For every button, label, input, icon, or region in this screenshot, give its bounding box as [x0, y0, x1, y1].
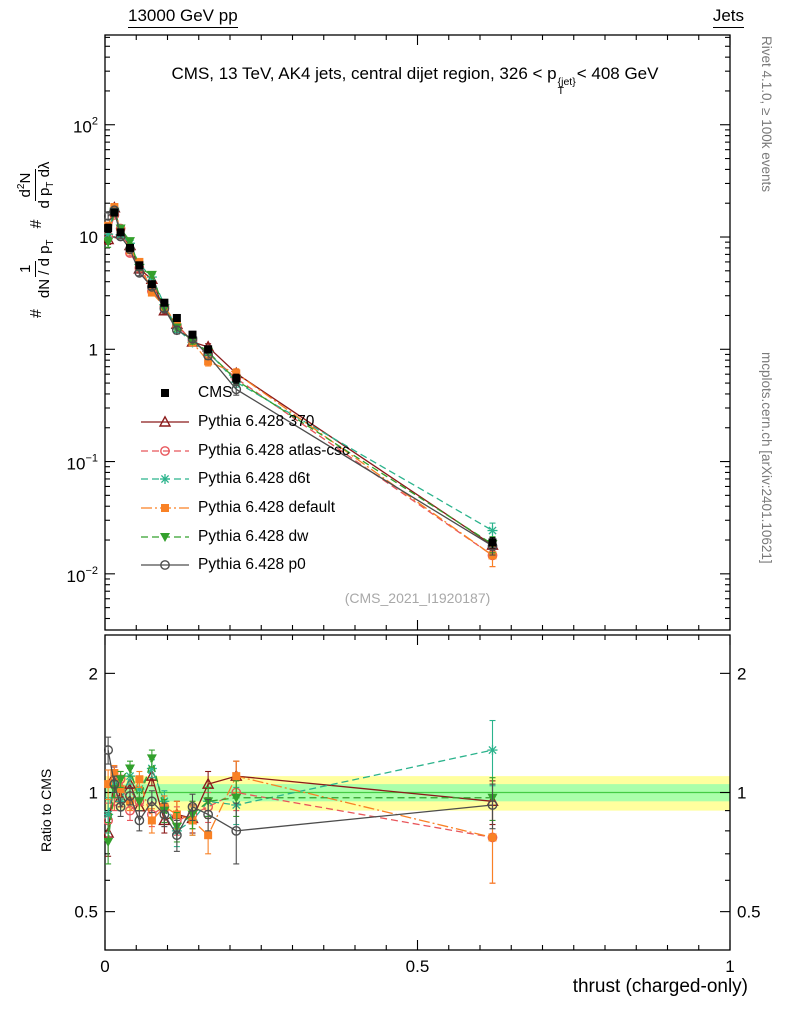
- main-y-axis-label: # 1 dN / d pT # d2N d pT dλ: [16, 158, 57, 318]
- ratio-y-axis-label: Ratio to CMS: [38, 768, 54, 852]
- svg-text:1: 1: [737, 784, 746, 803]
- legend-marker-pythia-370: [141, 415, 189, 427]
- legend-label-pythia-dw: Pythia 6.428 dw: [198, 527, 309, 545]
- rivet-version-label: Rivet 4.1.0, ≥ 100k events: [759, 36, 774, 192]
- svg-text:102: 102: [73, 116, 98, 137]
- legend-item-pythia-dw: Pythia 6.428 dw: [138, 522, 350, 551]
- legend-item-cms: CMS: [138, 379, 350, 408]
- svg-text:0.5: 0.5: [737, 903, 761, 922]
- svg-text:2: 2: [89, 664, 98, 683]
- plot-title: CMS, 13 TeV, AK4 jets, central dijet reg…: [171, 64, 659, 97]
- svg-text:10−2: 10−2: [67, 565, 98, 586]
- svg-text:1: 1: [725, 957, 734, 976]
- svg-text:2: 2: [737, 664, 746, 683]
- legend-marker-pythia-d6t: [141, 474, 189, 485]
- header-beam-label: 13000 GeV pp: [128, 6, 238, 28]
- legend: CMS Pythia 6.428 370 Pythia 6.428 atlas-…: [138, 379, 350, 580]
- legend-marker-pythia-atlas-csc: [141, 445, 189, 456]
- analysis-id-watermark: (CMS_2021_I1920187): [344, 590, 491, 606]
- ylabel-frac-2: d2N d pT dλ: [16, 161, 56, 209]
- svg-text:1: 1: [89, 784, 98, 803]
- svg-text:10: 10: [79, 228, 98, 247]
- legend-label-pythia-atlas-csc: Pythia 6.428 atlas-csc: [198, 441, 350, 459]
- legend-label-pythia-default: Pythia 6.428 default: [198, 499, 336, 517]
- svg-text:0.5: 0.5: [74, 903, 98, 922]
- svg-text:0: 0: [100, 957, 109, 976]
- x-axis-label: thrust (charged-only): [572, 976, 748, 997]
- legend-item-pythia-p0: Pythia 6.428 p0: [138, 551, 350, 580]
- pt-sup-sub: {jet} T: [557, 76, 576, 97]
- legend-marker-cms: [161, 389, 169, 398]
- legend-item-pythia-370: Pythia 6.428 370: [138, 408, 350, 437]
- header-process-label: Jets: [712, 6, 744, 28]
- legend-label-pythia-d6t: Pythia 6.428 d6t: [198, 470, 311, 488]
- plot-title-text: CMS, 13 TeV, AK4 jets, central dijet reg…: [171, 64, 557, 83]
- legend-item-pythia-default: Pythia 6.428 default: [138, 494, 350, 523]
- legend-item-pythia-d6t: Pythia 6.428 d6t: [138, 465, 350, 494]
- ylabel-frac-1: 1 dN / d pT: [16, 239, 56, 299]
- legend-marker-pythia-default: [141, 504, 189, 513]
- legend-label-pythia-370: Pythia 6.428 370: [198, 413, 315, 431]
- legend-label-pythia-p0: Pythia 6.428 p0: [198, 556, 306, 574]
- svg-text:0.5: 0.5: [406, 957, 430, 976]
- svg-text:10−1: 10−1: [67, 453, 98, 474]
- legend-marker-pythia-dw: [141, 532, 189, 542]
- legend-label-cms: CMS: [198, 384, 233, 402]
- svg-text:1: 1: [89, 340, 98, 359]
- legend-item-pythia-atlas-csc: Pythia 6.428 atlas-csc: [138, 436, 350, 465]
- legend-marker-pythia-p0: [141, 560, 189, 571]
- mcplots-arxiv-label: mcplots.cern.ch [arXiv:2401.10621]: [759, 352, 774, 564]
